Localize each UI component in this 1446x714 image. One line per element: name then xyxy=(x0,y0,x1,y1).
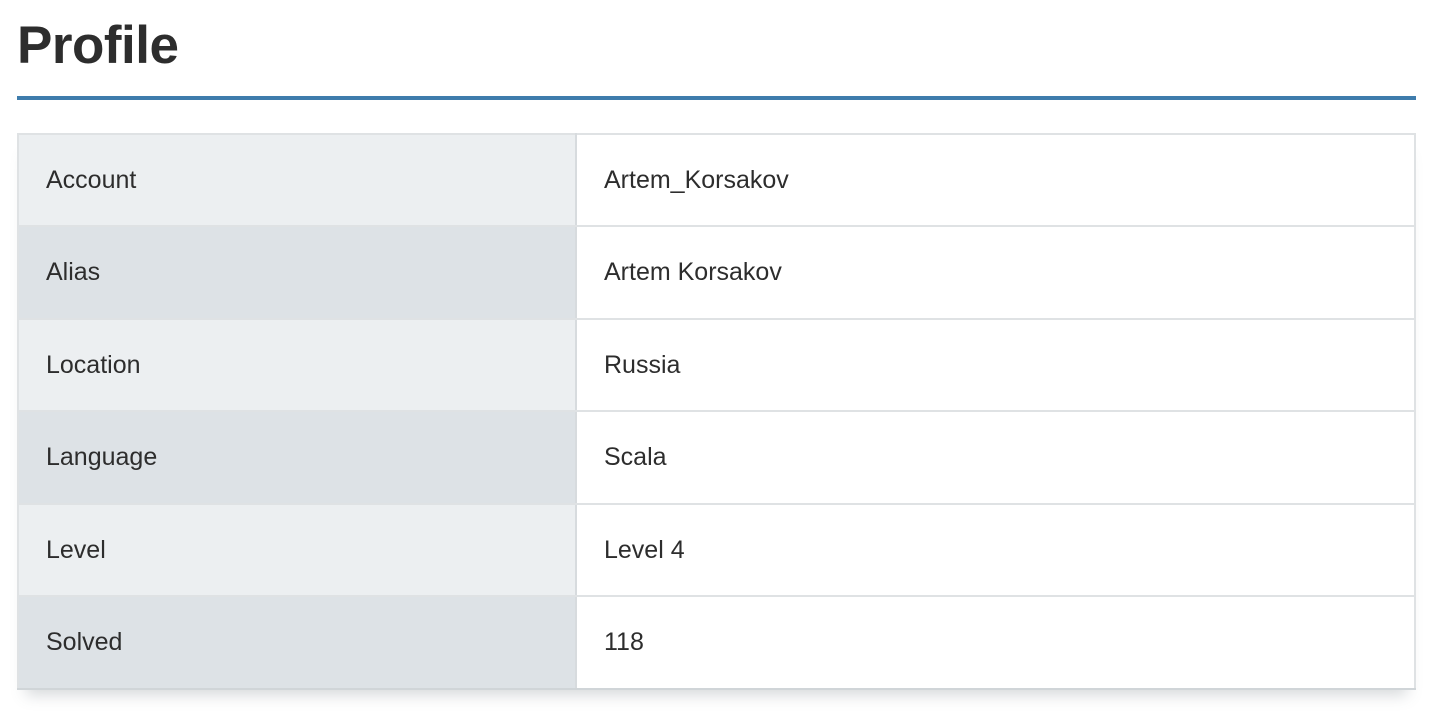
table-row: Account Artem_Korsakov xyxy=(17,132,1416,228)
row-label-cell: Solved xyxy=(17,595,577,690)
row-value-cell: Russia xyxy=(575,317,1416,413)
title-divider xyxy=(17,95,1416,100)
row-label-cell: Language xyxy=(17,410,577,505)
table-row: Level Level 4 xyxy=(17,502,1416,598)
row-value-cell: Level 4 xyxy=(575,502,1416,598)
row-label-cell: Level xyxy=(17,502,577,598)
table-row: Alias Artem Korsakov xyxy=(17,225,1416,320)
row-value-cell: Artem Korsakov xyxy=(575,225,1416,320)
row-label-cell: Alias xyxy=(17,225,577,320)
row-value-cell: Artem_Korsakov xyxy=(575,132,1416,228)
page-title: Profile xyxy=(17,16,179,75)
row-value-cell: 118 xyxy=(575,595,1416,690)
row-label-cell: Account xyxy=(17,132,577,228)
profile-table-body: Account Artem_Korsakov Alias Artem Korsa… xyxy=(17,132,1416,690)
row-value-cell: Scala xyxy=(575,410,1416,505)
table-row: Location Russia xyxy=(17,317,1416,413)
table-row: Language Scala xyxy=(17,410,1416,505)
row-label-cell: Location xyxy=(17,317,577,413)
table-row: Solved 118 xyxy=(17,595,1416,690)
profile-table: Account Artem_Korsakov Alias Artem Korsa… xyxy=(17,132,1416,690)
